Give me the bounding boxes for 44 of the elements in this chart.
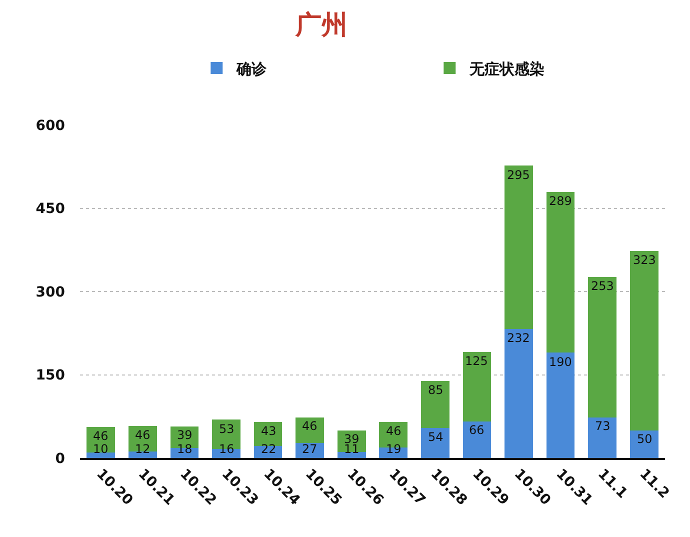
y-tick-label: 150 <box>36 368 66 384</box>
bar <box>462 421 492 458</box>
bar <box>588 277 617 418</box>
data-label: 46 <box>93 429 108 443</box>
data-label: 54 <box>428 430 444 444</box>
data-label: 46 <box>386 424 402 438</box>
y-tick-label: 300 <box>36 284 66 300</box>
data-label: 53 <box>219 422 234 436</box>
chart-title: 广州 <box>294 10 348 40</box>
data-label: 46 <box>135 428 150 442</box>
bar <box>504 166 533 330</box>
bar <box>462 352 492 422</box>
data-label: 323 <box>633 253 656 267</box>
data-label: 125 <box>465 354 488 368</box>
data-label: 190 <box>549 355 572 369</box>
data-label: 10 <box>93 442 108 456</box>
legend-label: 无症状感染 <box>468 60 545 78</box>
bar <box>420 380 450 428</box>
y-tick-label: 0 <box>55 450 66 467</box>
data-label: 232 <box>507 331 530 345</box>
bar <box>504 329 533 458</box>
data-label: 85 <box>428 383 444 397</box>
bar <box>588 417 617 458</box>
data-label: 39 <box>177 428 192 442</box>
data-label: 295 <box>507 168 530 182</box>
data-label: 43 <box>261 424 276 438</box>
bar <box>546 352 575 458</box>
legend-label: 确诊 <box>236 60 268 78</box>
data-label: 22 <box>261 442 276 456</box>
data-label: 289 <box>549 194 572 208</box>
bar <box>86 452 116 458</box>
bar <box>296 417 324 444</box>
data-label: 73 <box>595 419 610 433</box>
data-label: 27 <box>302 442 318 456</box>
data-label: 66 <box>469 423 484 437</box>
y-tick-label: 450 <box>36 201 66 218</box>
data-label: 50 <box>637 432 652 446</box>
data-label: 46 <box>302 419 318 433</box>
bar <box>630 250 658 430</box>
data-label: 253 <box>591 279 614 293</box>
bar <box>630 430 658 458</box>
bar <box>420 428 450 458</box>
y-tick-label: 600 <box>36 118 66 134</box>
bar <box>546 192 575 353</box>
